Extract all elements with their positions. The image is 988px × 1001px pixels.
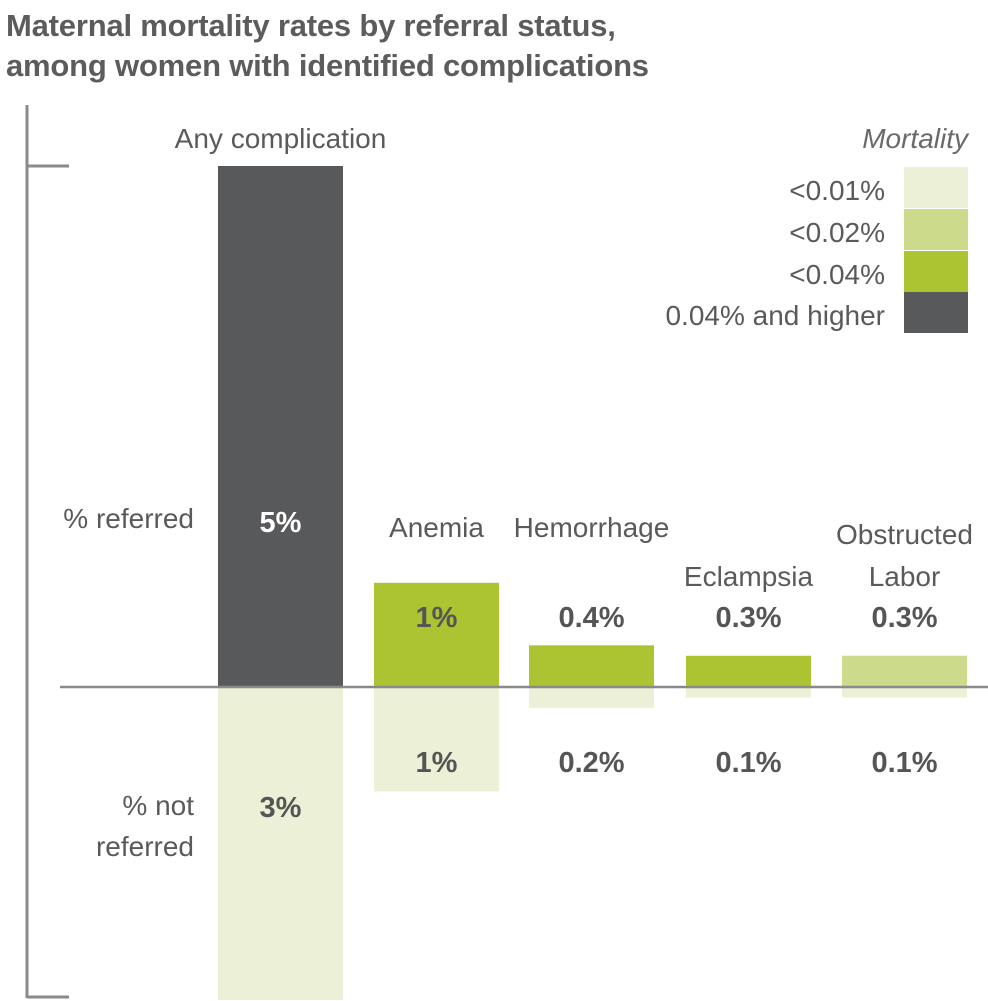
- data-label-not-referred: 0.1%: [871, 747, 937, 779]
- category-label: Anemia: [389, 512, 484, 543]
- legend-title: Mortality: [862, 123, 970, 154]
- legend-swatch: [904, 209, 968, 250]
- data-label-referred: 1%: [416, 602, 458, 634]
- category-label: Any complication: [175, 123, 387, 154]
- bar-referred: [842, 655, 967, 687]
- data-label-referred: 0.3%: [871, 602, 937, 634]
- series-label-referred: % referred: [63, 503, 194, 534]
- legend-label: <0.02%: [789, 217, 885, 248]
- legend-label: <0.01%: [789, 175, 885, 206]
- data-label-referred: 5%: [260, 507, 302, 539]
- bar-referred: [686, 655, 811, 687]
- category-label: Hemorrhage: [514, 512, 670, 543]
- legend-swatch: [904, 251, 968, 292]
- data-label-not-referred: 0.2%: [558, 747, 624, 779]
- data-label-referred: 0.4%: [558, 602, 624, 634]
- category-label: Eclampsia: [684, 561, 814, 592]
- bar-not-referred: [374, 687, 499, 792]
- bar-referred: [218, 166, 343, 687]
- legend-swatch: [904, 292, 968, 333]
- bar-not-referred: [218, 687, 343, 1000]
- bar-not-referred: [529, 687, 654, 708]
- bar-not-referred: [686, 687, 811, 698]
- bar-not-referred: [842, 687, 967, 698]
- bar-referred: [374, 582, 499, 687]
- series-label-not-referred: % not: [122, 790, 194, 821]
- category-label: Obstructed: [836, 519, 973, 550]
- data-label-not-referred: 0.1%: [715, 747, 781, 779]
- chart-title: Maternal mortality rates by referral sta…: [6, 8, 649, 83]
- legend-label: 0.04% and higher: [665, 300, 885, 331]
- bar-referred: [529, 645, 654, 687]
- legend-swatch: [904, 167, 968, 208]
- legend-label: <0.04%: [789, 259, 885, 290]
- category-label: Labor: [869, 561, 941, 592]
- series-label-not-referred: referred: [96, 831, 194, 862]
- data-label-not-referred: 3%: [260, 792, 302, 824]
- data-label-not-referred: 1%: [416, 747, 458, 779]
- data-label-referred: 0.3%: [715, 602, 781, 634]
